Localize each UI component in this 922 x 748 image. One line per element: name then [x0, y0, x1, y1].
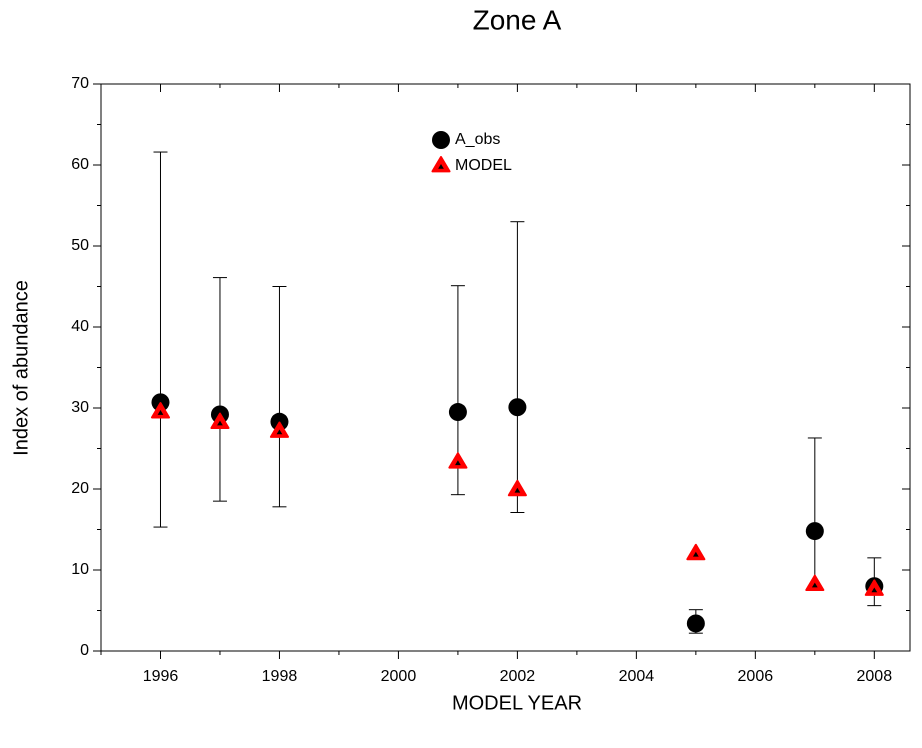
x-tick-label: 1998 [262, 668, 298, 685]
model-point-center [455, 460, 461, 466]
legend-marker [432, 131, 450, 149]
model-point-center [811, 582, 818, 588]
x-tick-label: 2002 [500, 668, 536, 685]
y-tick-label: 10 [71, 561, 89, 578]
x-tick-label: 2000 [381, 668, 417, 685]
x-tick-label: 2004 [619, 668, 655, 685]
y-tick-label: 30 [71, 399, 89, 416]
y-tick-label: 0 [80, 642, 89, 659]
model-point-center [276, 429, 283, 435]
model-point-center [157, 410, 164, 415]
x-tick-label: 1996 [143, 668, 179, 685]
y-tick-label: 70 [71, 75, 89, 92]
model-point-center [693, 551, 699, 557]
legend-label: A_obs [455, 131, 500, 148]
obs-point [805, 522, 824, 541]
model-point-center [217, 420, 223, 426]
obs-point [448, 403, 467, 422]
obs-point [686, 614, 705, 633]
model-point-center [871, 587, 878, 593]
y-axis-label: Index of abundance [10, 280, 32, 456]
y-tick-label: 50 [71, 237, 89, 254]
y-tick-label: 20 [71, 480, 89, 497]
obs-point [508, 398, 527, 417]
chart-title: Zone A [473, 4, 562, 35]
x-tick-label: 2008 [857, 668, 893, 685]
x-axis-label: MODEL YEAR [452, 692, 582, 714]
y-tick-label: 40 [71, 318, 89, 335]
y-tick-label: 60 [71, 156, 89, 173]
legend-marker-center [438, 164, 444, 169]
model-point-center [514, 487, 521, 493]
legend-label: MODEL [455, 157, 512, 174]
x-tick-label: 2006 [738, 668, 774, 685]
